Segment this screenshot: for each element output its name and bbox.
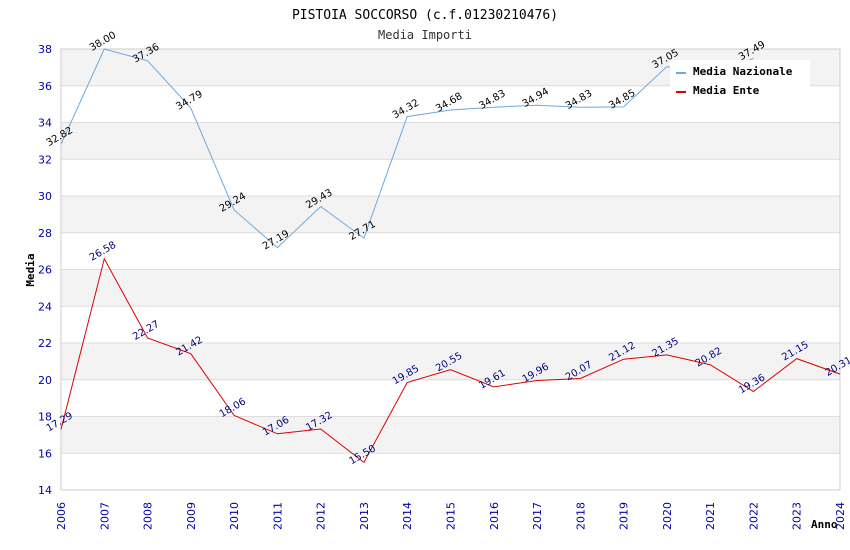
x-tick-label: 2016 bbox=[488, 502, 501, 530]
legend-label-media-nazionale: Media Nazionale bbox=[693, 65, 793, 78]
plot-area bbox=[60, 48, 841, 491]
y-tick-label: 24 bbox=[38, 300, 52, 313]
chart-subtitle: Media Importi bbox=[378, 28, 472, 42]
x-tick-label: 2008 bbox=[142, 502, 155, 530]
grid-band bbox=[61, 416, 840, 454]
x-tick-label: 2015 bbox=[445, 502, 458, 530]
y-tick-label: 38 bbox=[38, 43, 52, 56]
y-tick-label: 16 bbox=[38, 447, 52, 460]
x-tick-label: 2024 bbox=[834, 502, 847, 530]
legend: Media Nazionale Media Ente bbox=[670, 60, 810, 102]
series-line-media-nazionale bbox=[60, 48, 754, 249]
x-tick-label: 2018 bbox=[574, 502, 587, 530]
grid-band bbox=[61, 196, 840, 233]
x-tick-label: 2014 bbox=[401, 502, 414, 530]
x-tick-label: 2012 bbox=[315, 502, 328, 530]
data-label: 34.83 bbox=[564, 88, 594, 112]
y-tick-label: 36 bbox=[38, 80, 52, 93]
x-tick-label: 2023 bbox=[791, 502, 804, 530]
data-label: 34.83 bbox=[477, 88, 507, 112]
x-tick-label: 2009 bbox=[185, 502, 198, 530]
x-tick-label: 2022 bbox=[747, 502, 760, 530]
y-tick-label: 18 bbox=[38, 411, 52, 424]
x-axis-ticks: 2006 2007 2008 2009 2010 2011 2012 2013 2014 2015… bbox=[55, 502, 847, 530]
data-label: 34.68 bbox=[434, 91, 464, 115]
y-tick-label: 32 bbox=[38, 153, 52, 166]
series-line-media-ente bbox=[60, 257, 841, 464]
data-label: 34.79 bbox=[174, 89, 204, 113]
x-tick-label: 2020 bbox=[661, 502, 674, 530]
y-tick-label: 20 bbox=[38, 374, 52, 387]
series-lines bbox=[60, 48, 841, 464]
legend-box bbox=[670, 60, 810, 102]
x-tick-label: 2017 bbox=[531, 502, 544, 530]
y-tick-label: 14 bbox=[38, 484, 52, 497]
legend-label-media-ente: Media Ente bbox=[693, 84, 760, 97]
data-label: 34.85 bbox=[607, 88, 637, 112]
x-tick-label: 2013 bbox=[358, 502, 371, 530]
y-axis-title: Media bbox=[24, 253, 37, 286]
data-label: 34.94 bbox=[521, 86, 551, 110]
y-tick-label: 26 bbox=[38, 264, 52, 277]
grid-band bbox=[61, 269, 840, 307]
y-tick-label: 28 bbox=[38, 227, 52, 240]
x-tick-label: 2019 bbox=[618, 502, 631, 530]
grid-band bbox=[61, 122, 840, 160]
grid-band bbox=[61, 343, 840, 380]
x-tick-label: 2010 bbox=[228, 502, 241, 530]
data-label: 34.32 bbox=[391, 98, 421, 122]
y-tick-label: 22 bbox=[38, 337, 52, 350]
chart-title: PISTOIA SOCCORSO (c.f.01230210476) bbox=[292, 8, 558, 23]
x-tick-label: 2006 bbox=[55, 502, 68, 530]
x-axis-title: Anno bbox=[811, 518, 838, 531]
x-tick-label: 2021 bbox=[704, 502, 717, 530]
data-label: 22.27 bbox=[131, 319, 161, 343]
data-label: 26.58 bbox=[88, 240, 118, 264]
y-tick-label: 30 bbox=[38, 190, 52, 203]
x-tick-label: 2011 bbox=[271, 502, 284, 530]
x-tick-label: 2007 bbox=[98, 502, 111, 530]
y-axis-ticks: 14 16 18 20 22 24 26 28 30 32 34 36 38 bbox=[38, 43, 52, 497]
y-tick-label: 34 bbox=[38, 117, 52, 130]
